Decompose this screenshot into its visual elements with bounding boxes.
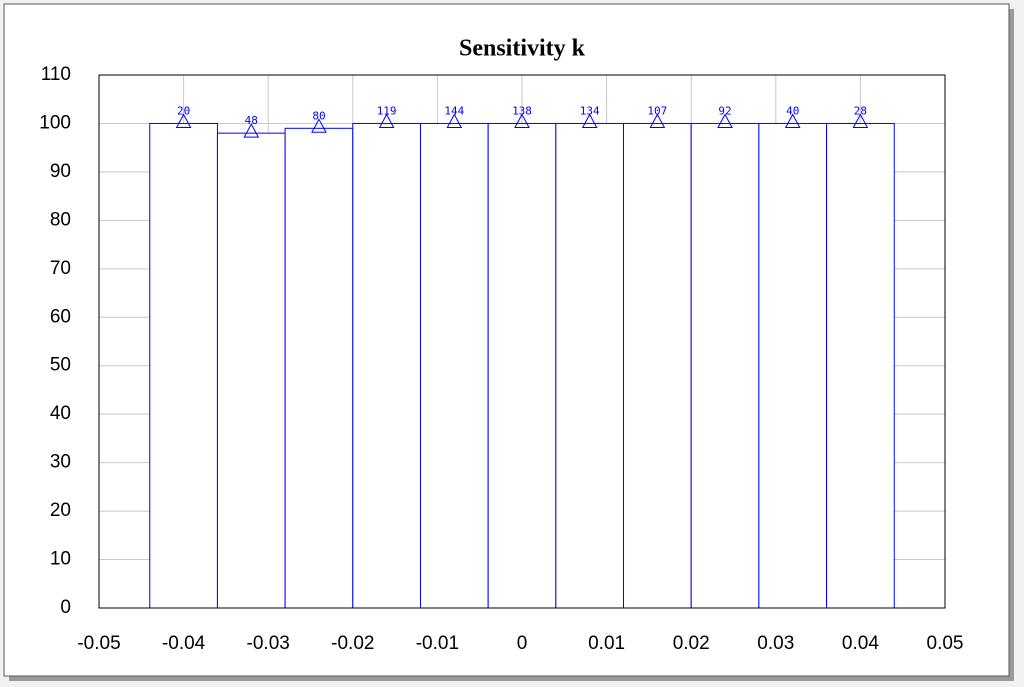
- x-tick-label: -0.01: [416, 633, 459, 654]
- bar: [690, 122, 760, 609]
- bar: [284, 127, 354, 609]
- x-tick-label: -0.02: [331, 633, 374, 654]
- x-tick-label: 0: [517, 633, 528, 654]
- y-tick-label: 70: [50, 258, 71, 279]
- bar: [419, 122, 489, 609]
- bar: [216, 132, 286, 609]
- count-label: 48: [245, 114, 258, 127]
- bar: [623, 122, 692, 609]
- count-label: 134: [580, 104, 600, 117]
- x-tick-label: 0.05: [927, 633, 964, 654]
- count-label: 40: [786, 104, 799, 117]
- marker: [581, 113, 598, 128]
- y-tick-label: 20: [50, 500, 71, 521]
- marker: [649, 113, 666, 128]
- x-tick-label: 0.03: [757, 633, 794, 654]
- plot-frame: [98, 74, 946, 609]
- bar: [758, 122, 828, 609]
- bar: [149, 122, 218, 609]
- count-label: 80: [312, 109, 325, 122]
- count-label: 28: [854, 104, 867, 117]
- x-tick-label: 0.02: [673, 633, 710, 654]
- x-tick-label: -0.03: [247, 633, 290, 654]
- count-label: 92: [718, 104, 731, 117]
- chart-title: Sensitivity k: [459, 36, 586, 62]
- count-label: 20: [177, 104, 190, 117]
- x-tick-label: 0.01: [588, 633, 625, 654]
- bar: [826, 122, 895, 609]
- y-tick-label: 50: [50, 355, 71, 376]
- count-label: 144: [444, 104, 464, 117]
- y-tick-label: 30: [50, 452, 71, 473]
- marks: 20 48 80 119 144 138 134 107 92 40 28: [149, 104, 895, 609]
- x-tick-label: -0.04: [162, 633, 206, 654]
- bar: [555, 122, 625, 609]
- y-tick-label: 90: [50, 161, 71, 182]
- marker: [784, 113, 801, 128]
- y-tick-label: 60: [50, 306, 71, 327]
- y-tick-label: 0: [60, 597, 71, 618]
- x-tick-label: -0.05: [77, 633, 120, 654]
- y-tick-label: 40: [50, 403, 71, 424]
- count-label: 119: [377, 104, 397, 117]
- y-tick-label: 80: [50, 209, 71, 230]
- count-label: 107: [647, 104, 667, 117]
- y-tick-label: 100: [39, 112, 71, 133]
- marker: [446, 113, 463, 128]
- marker: [514, 113, 530, 128]
- x-tick-label: 0.04: [842, 633, 879, 654]
- marker: [311, 118, 327, 133]
- bar: [352, 122, 421, 609]
- marker: [378, 113, 395, 128]
- marker: [243, 123, 260, 138]
- marker: [175, 113, 192, 128]
- y-tick-label: 110: [41, 64, 71, 85]
- bar: [487, 122, 557, 609]
- marker: [717, 113, 733, 128]
- y-tick-label: 10: [50, 549, 71, 570]
- marker: [852, 113, 869, 128]
- count-label: 138: [512, 104, 532, 117]
